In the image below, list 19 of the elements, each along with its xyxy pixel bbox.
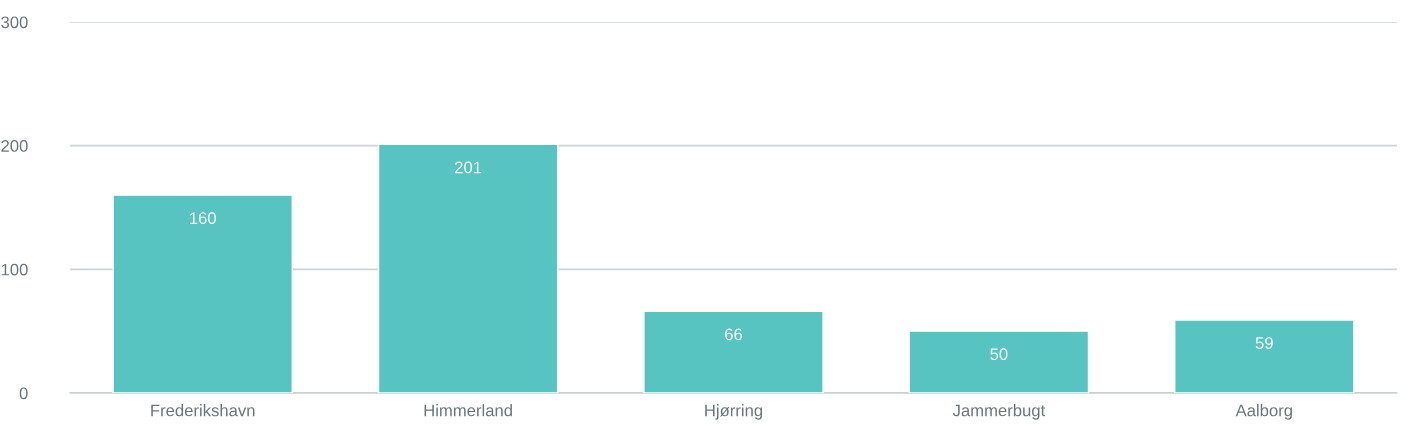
y-tick-label: 300 bbox=[1, 16, 28, 29]
bar bbox=[643, 310, 824, 393]
data-label: 50 bbox=[990, 348, 1008, 361]
x-tick-label: Aalborg bbox=[1235, 404, 1292, 420]
bar bbox=[112, 194, 293, 393]
x-tick-label: Hjørring bbox=[705, 404, 763, 420]
x-tick-label: Frederikshavn bbox=[151, 404, 255, 417]
x-tick-label: Jammerbugt bbox=[952, 404, 1046, 420]
data-label: 66 bbox=[725, 328, 743, 341]
x-tick-label: Himmerland bbox=[424, 404, 512, 417]
bar bbox=[377, 143, 559, 393]
y-tick-label: 100 bbox=[1, 263, 28, 276]
data-label: 59 bbox=[1255, 337, 1273, 349]
bar bbox=[1174, 319, 1355, 393]
y-tick-label: 0 bbox=[19, 387, 28, 400]
bar bbox=[908, 330, 1090, 393]
data-label: 201 bbox=[455, 161, 482, 174]
data-label: 160 bbox=[190, 212, 216, 225]
y-tick-label: 200 bbox=[1, 140, 28, 152]
